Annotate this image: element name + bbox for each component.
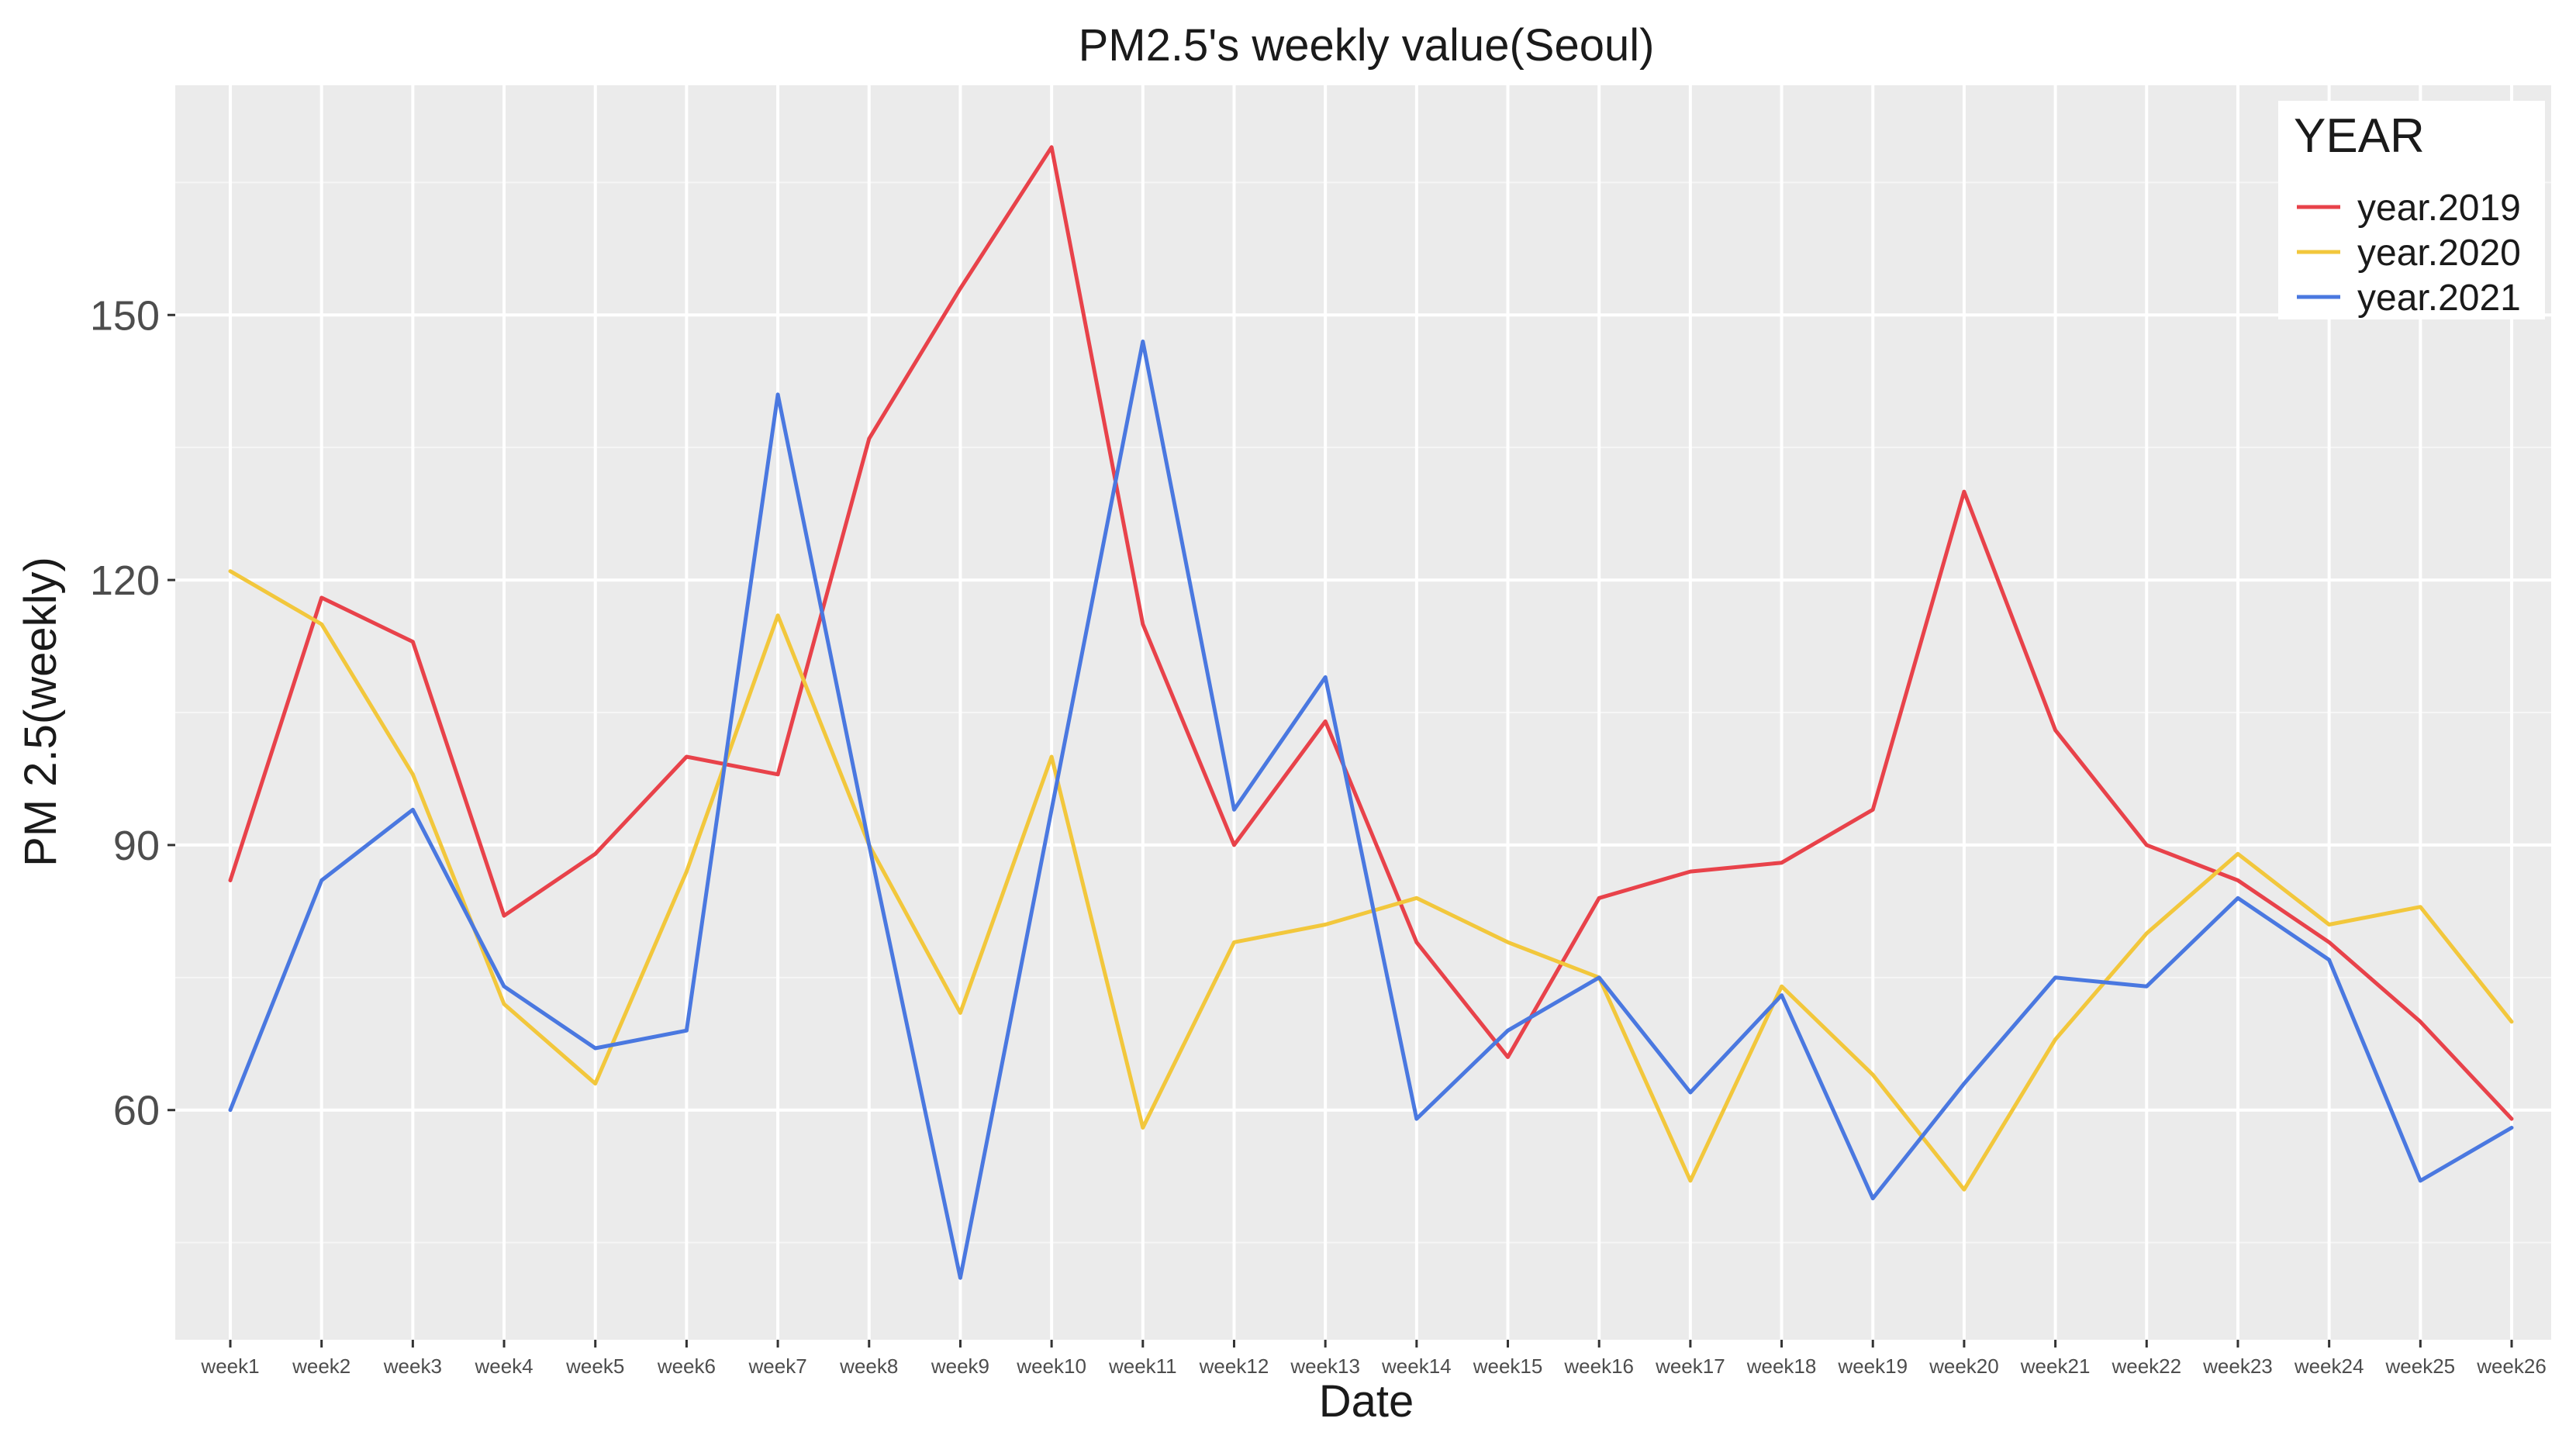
legend-box xyxy=(2278,101,2545,319)
x-tick-label: week14 xyxy=(1381,1354,1452,1378)
y-tick-label: 150 xyxy=(90,292,160,339)
y-tick-label: 120 xyxy=(90,557,160,604)
x-tick-label: week25 xyxy=(2385,1354,2456,1378)
major-gridlines xyxy=(175,85,2551,1340)
legend-label-year-2019: year.2019 xyxy=(2357,188,2521,229)
chart-title: PM2.5's weekly value(Seoul) xyxy=(1079,20,1655,71)
y-tick-label: 60 xyxy=(113,1088,160,1134)
y-axis-title: PM 2.5(weekly) xyxy=(16,557,66,867)
legend-label-year-2020: year.2020 xyxy=(2357,233,2521,274)
x-tick-label: week20 xyxy=(1929,1354,1999,1378)
y-tick-label: 90 xyxy=(113,823,160,869)
x-tick-label: week23 xyxy=(2202,1354,2273,1378)
x-tick-label: week1 xyxy=(200,1354,259,1378)
x-tick-label: week8 xyxy=(839,1354,898,1378)
legend-title: YEAR xyxy=(2294,109,2425,163)
x-tick-label: week17 xyxy=(1655,1354,1725,1378)
x-tick-label: week5 xyxy=(565,1354,624,1378)
x-tick-label: week2 xyxy=(292,1354,350,1378)
x-axis-ticks: week1 week2 week3 week4 week5 week6 week7 week8… xyxy=(200,1340,2547,1378)
x-tick-label: week15 xyxy=(1473,1354,1543,1378)
legend-label-year-2021: year.2021 xyxy=(2357,278,2521,319)
x-tick-label: week18 xyxy=(1746,1354,1817,1378)
series-line-year-2021 xyxy=(228,339,2514,1280)
series-line-year-2019 xyxy=(228,145,2514,1121)
x-tick-label: week13 xyxy=(1290,1354,1360,1378)
x-tick-label: week10 xyxy=(1016,1354,1086,1378)
x-tick-label: week24 xyxy=(2294,1354,2364,1378)
series-layer xyxy=(228,145,2514,1280)
x-tick-label: week21 xyxy=(2020,1354,2091,1378)
series-line-year-2020 xyxy=(228,569,2514,1192)
x-tick-label: week16 xyxy=(1563,1354,1634,1378)
x-axis-title: Date xyxy=(1319,1376,1414,1427)
y-axis-ticks: 60 90 120 150 xyxy=(90,292,175,1134)
x-tick-label: week4 xyxy=(474,1354,533,1378)
x-tick-label: week26 xyxy=(2476,1354,2547,1378)
x-tick-label: week22 xyxy=(2111,1354,2181,1378)
x-tick-label: week11 xyxy=(1108,1354,1177,1378)
x-tick-label: week12 xyxy=(1199,1354,1269,1378)
x-tick-label: week9 xyxy=(931,1354,989,1378)
x-tick-label: week3 xyxy=(383,1354,442,1378)
x-tick-label: week7 xyxy=(748,1354,807,1378)
x-tick-label: week6 xyxy=(657,1354,716,1378)
x-tick-label: week19 xyxy=(1837,1354,1908,1378)
